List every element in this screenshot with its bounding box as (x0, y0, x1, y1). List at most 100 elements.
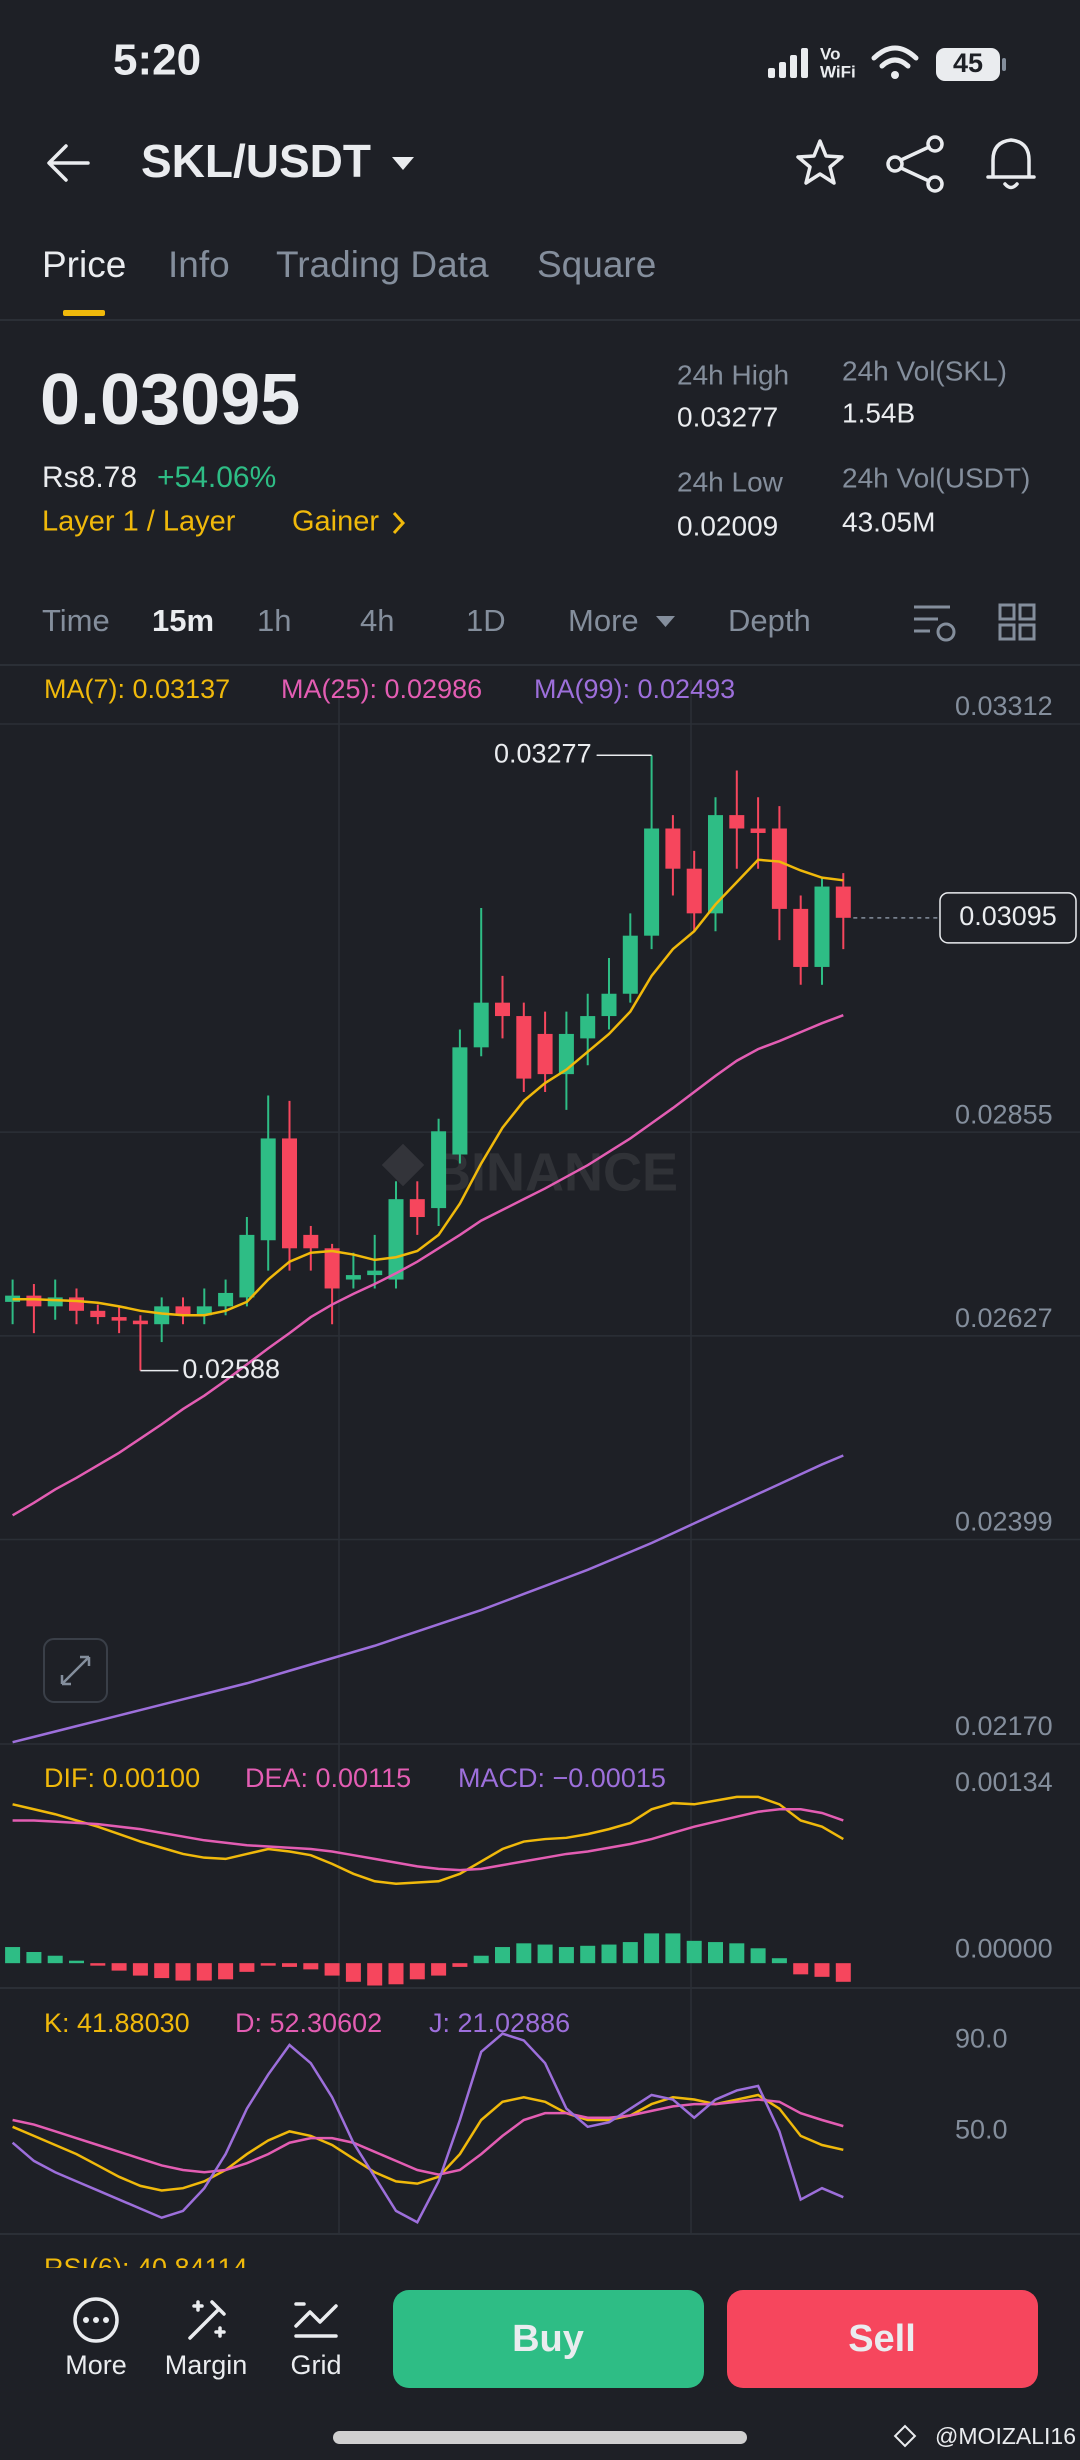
tab-indicator (63, 310, 105, 316)
candle-body (324, 1248, 340, 1289)
category-tag[interactable]: Layer 1 / Layer (42, 506, 236, 538)
buy-button[interactable] (393, 2290, 704, 2388)
histogram-bar (367, 1963, 383, 1986)
battery-icon (936, 48, 1000, 81)
histogram-bar (196, 1963, 212, 1981)
tab[interactable]: Price (42, 244, 126, 285)
stat-label: 24h Low (677, 466, 784, 497)
tab[interactable]: Trading Data (276, 244, 489, 285)
histogram-bar (622, 1942, 638, 1964)
indicator-line (12, 2098, 844, 2176)
candle-body (516, 1016, 532, 1079)
layout-toggle[interactable] (998, 603, 1036, 641)
wifi-icon (871, 45, 919, 79)
histogram-bar (324, 1963, 340, 1976)
tab[interactable]: Info (168, 244, 230, 285)
bottom-action[interactable]: More (65, 2350, 127, 2380)
margin-icon[interactable] (188, 2300, 226, 2340)
interval-dropdown[interactable] (656, 616, 675, 627)
back-button[interactable] (47, 144, 90, 182)
candle-body (495, 1002, 510, 1017)
candle-body (580, 1016, 596, 1039)
histogram-bar (708, 1942, 723, 1964)
interval[interactable]: 1D (466, 603, 506, 638)
pair-dropdown[interactable] (392, 157, 414, 170)
histogram-bar (409, 1963, 425, 1980)
stat-value: 1.54B (842, 397, 915, 428)
histogram-bar (473, 1955, 489, 1964)
stat-label: 24h Vol(SKL) (842, 355, 1007, 386)
histogram-bar (26, 1952, 42, 1964)
candle-body (239, 1234, 255, 1298)
histogram-bar (5, 1947, 21, 1964)
bottom-action[interactable]: Grid (290, 2350, 341, 2380)
stat-value: 0.03277 (677, 401, 778, 432)
candle-body (686, 868, 702, 914)
indicator-line (12, 1808, 844, 1872)
histogram-bar (452, 1963, 468, 1967)
histogram-bar (132, 1963, 148, 1976)
y-tick-label: 0.02399 (955, 1507, 1053, 1537)
candle-body (282, 1138, 297, 1249)
histogram-bar (111, 1963, 127, 1971)
alert-button[interactable] (986, 138, 1036, 190)
gainer-badge[interactable]: Gainer (292, 506, 379, 538)
legend-entry: K: 41.88030 (44, 2008, 190, 2038)
histogram-bar (388, 1963, 404, 1985)
histogram-bar (771, 1958, 787, 1964)
candle-body (132, 1320, 148, 1325)
candle-body (750, 828, 766, 833)
candle-body (26, 1295, 42, 1307)
legend-entry: D: 52.30602 (235, 2008, 382, 2038)
candle-body (69, 1297, 84, 1311)
tab[interactable]: Square (537, 244, 656, 285)
pair-title[interactable]: SKL/USDT (141, 135, 371, 187)
stat-label: 24h Vol(USDT) (842, 462, 1030, 493)
buy-label[interactable]: Buy (512, 2318, 584, 2360)
sell-button[interactable] (727, 2290, 1038, 2388)
charts: 0.03312 0.02855 0.02627 0.02399 0.02170 MA(7)… (0, 674, 1080, 2224)
interval[interactable]: 15m (152, 603, 214, 638)
favorite-button[interactable] (796, 139, 844, 185)
watermark-logo (381, 1143, 425, 1187)
sell-label[interactable]: Sell (848, 2318, 916, 2360)
histogram-bar (644, 1933, 660, 1964)
candle-body (793, 908, 809, 967)
legend-entry: MACD: −0.00015 (458, 1763, 666, 1793)
grid-icon[interactable] (294, 2302, 338, 2338)
interval[interactable]: More (568, 603, 639, 638)
candle-body (367, 1270, 383, 1276)
candle-body (111, 1317, 127, 1321)
interval[interactable]: Time (42, 603, 110, 638)
y-tick-label: 0.02627 (955, 1303, 1053, 1333)
expand-button[interactable] (43, 1638, 108, 1703)
indicator-line (12, 1795, 844, 1885)
histogram-bar (814, 1963, 830, 1977)
share-button[interactable] (886, 135, 944, 193)
histogram-bar (793, 1963, 809, 1975)
last-price-label: 0.03095 (959, 901, 1057, 931)
candle-body (175, 1306, 191, 1316)
candle-body (260, 1138, 276, 1241)
histogram-bar (239, 1963, 255, 1972)
histogram-bar (345, 1963, 361, 1982)
indicator-line (11, 1014, 844, 1517)
indicator-settings[interactable] (914, 605, 956, 642)
interval[interactable]: 1h (257, 603, 291, 638)
candle-body (473, 1002, 489, 1048)
local-price: Rs8.78 (42, 461, 137, 494)
battery-tip (1002, 58, 1006, 71)
volte-label: WiFi (820, 62, 856, 81)
candle-body (835, 886, 851, 918)
interval[interactable]: Depth (728, 603, 811, 638)
more-icon[interactable] (73, 2297, 119, 2343)
candle-body (601, 993, 617, 1017)
candle-body (218, 1292, 234, 1307)
bottom-action[interactable]: Margin (165, 2350, 248, 2380)
y-tick-label: 0.03312 (955, 691, 1053, 721)
indicator-line (11, 2032, 844, 2224)
interval[interactable]: 4h (360, 603, 394, 638)
signal-icon (768, 48, 808, 78)
